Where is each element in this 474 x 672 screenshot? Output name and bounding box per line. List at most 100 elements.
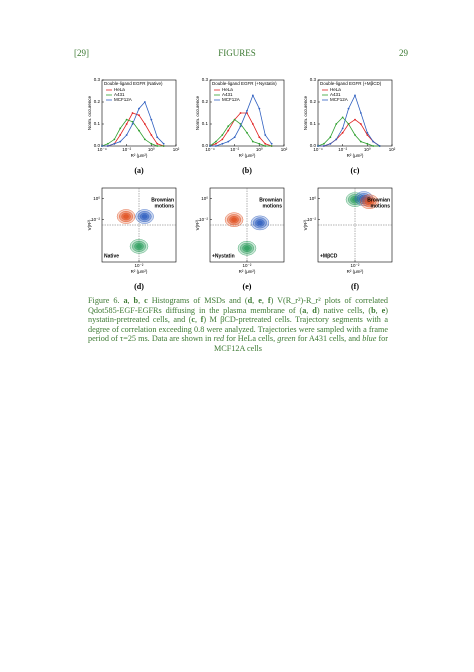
x-tick-label: 10⁻² bbox=[230, 147, 239, 152]
caption-run: , bbox=[252, 296, 259, 305]
legend-label: MCF12A bbox=[114, 97, 132, 102]
point bbox=[366, 131, 369, 134]
point bbox=[221, 142, 224, 145]
legend-label: HeLa bbox=[114, 87, 125, 92]
y-tick-label: 10⁰ bbox=[201, 196, 208, 201]
point bbox=[359, 123, 362, 125]
point bbox=[341, 131, 344, 134]
point bbox=[264, 142, 267, 145]
y-tick-label: 10⁰ bbox=[93, 196, 100, 201]
point bbox=[341, 116, 344, 119]
point bbox=[125, 123, 128, 125]
x-axis-label: R² (μm²) bbox=[347, 269, 364, 274]
y-tick-label: 0.0 bbox=[202, 143, 209, 148]
y-tick-label: 0.1 bbox=[310, 121, 317, 126]
point bbox=[258, 107, 261, 110]
point bbox=[162, 145, 165, 147]
cluster bbox=[129, 239, 149, 254]
point bbox=[270, 142, 273, 145]
x-tick-label: 10⁻² bbox=[135, 263, 144, 268]
point bbox=[119, 127, 122, 130]
x-axis-label: R² (μm²) bbox=[131, 269, 148, 274]
point bbox=[359, 112, 362, 114]
contour bbox=[123, 214, 129, 219]
point bbox=[113, 142, 116, 145]
y-axis-label: Norm. occurence bbox=[87, 95, 92, 130]
point bbox=[150, 134, 153, 136]
y-axis-label: Norm. occurence bbox=[195, 95, 200, 130]
header-right: 29 bbox=[399, 48, 408, 58]
point bbox=[150, 118, 153, 121]
legend-label: A431 bbox=[222, 92, 233, 97]
point bbox=[138, 107, 140, 110]
y-tick-label: 0.3 bbox=[94, 77, 101, 82]
annotation: motions bbox=[371, 203, 391, 209]
condition-label: +Nystatin bbox=[212, 253, 235, 259]
x-axis-label: R² (μm²) bbox=[347, 153, 364, 158]
caption-run: a bbox=[123, 296, 128, 305]
caption-run: e bbox=[381, 305, 386, 315]
condition-label: +MβCD bbox=[320, 253, 338, 259]
point bbox=[214, 145, 217, 147]
point bbox=[162, 142, 165, 145]
point bbox=[131, 123, 134, 125]
cluster bbox=[237, 241, 257, 256]
contour bbox=[136, 244, 142, 249]
cluster bbox=[135, 209, 154, 224]
caption-run: Figure 6. bbox=[88, 296, 124, 305]
point bbox=[156, 142, 159, 145]
legend-label: MCF12A bbox=[330, 97, 348, 102]
chart-title: Double-ligand EGFR (+MβCD) bbox=[320, 81, 382, 86]
cluster bbox=[224, 212, 244, 227]
x-tick-label: 10² bbox=[281, 147, 288, 152]
x-tick-label: 10⁻² bbox=[122, 147, 131, 152]
annotation: Brownian bbox=[259, 197, 282, 203]
point bbox=[335, 123, 338, 125]
contour bbox=[257, 220, 263, 226]
legend-label: A431 bbox=[114, 92, 125, 97]
y-tick-label: 0.2 bbox=[202, 99, 209, 104]
point bbox=[150, 142, 153, 145]
x-axis-label: R² (μm²) bbox=[131, 153, 148, 158]
caption-run: f bbox=[267, 296, 271, 305]
point bbox=[335, 138, 338, 141]
plot-frame bbox=[101, 79, 177, 147]
point bbox=[101, 145, 103, 147]
point bbox=[233, 136, 236, 139]
point bbox=[239, 112, 242, 114]
caption-run: f bbox=[200, 315, 204, 325]
point bbox=[329, 136, 332, 139]
x-tick-label: 10⁰ bbox=[364, 147, 371, 152]
point bbox=[131, 112, 134, 114]
y-axis-label: V(R²) bbox=[195, 219, 200, 230]
point bbox=[270, 145, 273, 147]
point bbox=[372, 145, 375, 147]
panel-label: (c) bbox=[351, 166, 360, 175]
caption-run: ) nystatin-pretreated cells, and ( bbox=[88, 305, 388, 325]
point bbox=[119, 134, 122, 136]
point bbox=[209, 145, 211, 147]
y-tick-label: 0.0 bbox=[94, 143, 101, 148]
y-axis-label: Norm. occurence bbox=[303, 95, 308, 130]
point bbox=[341, 127, 344, 130]
caption-run: ) V(R_r²)-R_r² plots of correlated Qdot5… bbox=[88, 296, 389, 315]
x-tick-label: 10⁰ bbox=[256, 147, 263, 152]
point bbox=[119, 140, 122, 143]
point bbox=[347, 123, 350, 125]
point bbox=[106, 142, 109, 145]
caption-run: , bbox=[127, 296, 134, 305]
point bbox=[366, 142, 369, 145]
point bbox=[143, 123, 146, 125]
point bbox=[372, 140, 375, 143]
caption-run: d bbox=[247, 296, 253, 305]
caption-run: c bbox=[144, 296, 148, 305]
caption-run: red bbox=[213, 334, 225, 344]
caption-run: , bbox=[195, 315, 201, 325]
caption-run: ) M βCD-pretreated cells. Trajectory seg… bbox=[88, 315, 389, 344]
point bbox=[156, 136, 159, 139]
point bbox=[354, 118, 356, 121]
point bbox=[264, 134, 267, 136]
caption-run: green bbox=[277, 334, 296, 344]
point bbox=[329, 142, 332, 145]
